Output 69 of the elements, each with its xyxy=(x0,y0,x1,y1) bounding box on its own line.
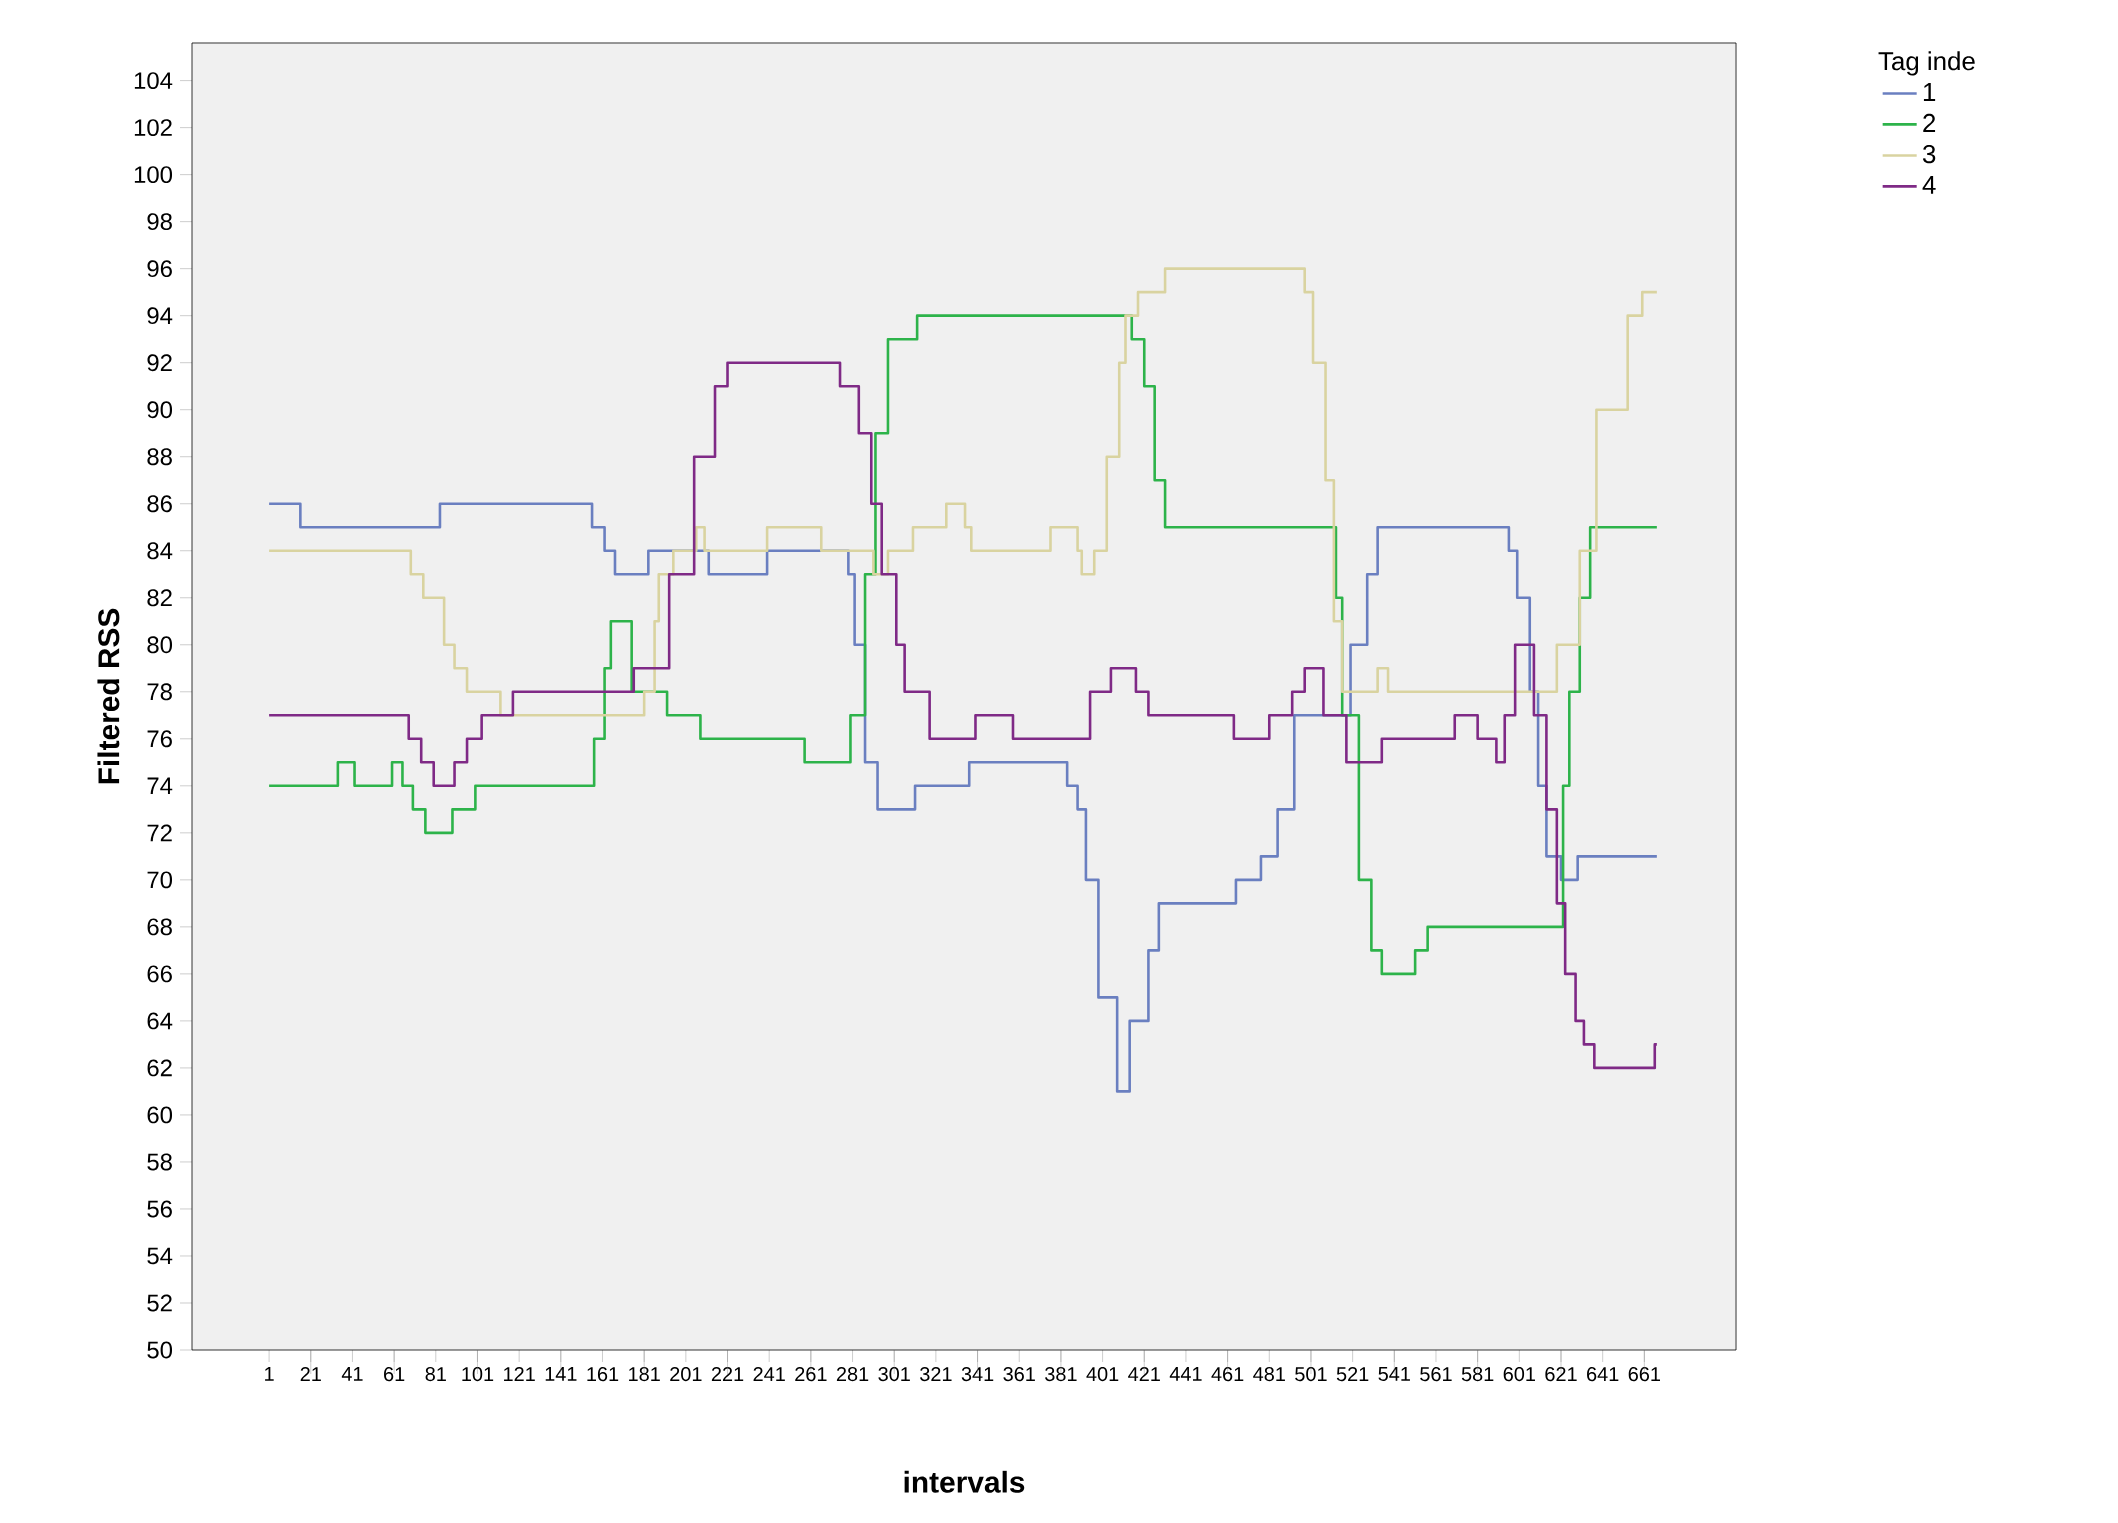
y-tick-label: 86 xyxy=(147,495,172,513)
y-tick-label: 84 xyxy=(147,542,173,560)
y-tick-label: 90 xyxy=(147,401,173,419)
y-tick-label: 62 xyxy=(147,1059,172,1077)
y-tick-label: 102 xyxy=(134,119,172,137)
y-tick-label: 82 xyxy=(147,589,172,607)
x-tick-label: 461 xyxy=(1211,1367,1244,1382)
y-tick-label: 74 xyxy=(147,777,173,795)
x-tick-label: 661 xyxy=(1628,1367,1660,1382)
y-tick-label: 92 xyxy=(147,354,172,372)
x-tick-label: 381 xyxy=(1045,1367,1077,1382)
x-tick-label: 121 xyxy=(504,1367,535,1381)
y-tick-label: 50 xyxy=(147,1341,173,1359)
x-tick-label: 521 xyxy=(1336,1367,1369,1382)
x-tick-label: 261 xyxy=(795,1367,827,1382)
x-tick-label: 241 xyxy=(753,1367,785,1381)
x-tick-label: 201 xyxy=(670,1367,702,1382)
y-tick-label: 66 xyxy=(147,965,172,983)
y-tick-label: 78 xyxy=(147,683,172,701)
y-tick-label: 88 xyxy=(147,448,172,466)
legend-label: 2 xyxy=(1923,113,1936,132)
y-tick-label: 76 xyxy=(147,730,172,748)
y-tick-label: 64 xyxy=(147,1012,173,1030)
y-tick-label: 72 xyxy=(147,824,172,842)
y-tick-label: 104 xyxy=(134,72,173,90)
x-tick-label: 621 xyxy=(1545,1367,1577,1382)
x-axis-title: intervals xyxy=(904,1470,1025,1493)
legend-label: 3 xyxy=(1922,144,1936,164)
y-tick-label: 98 xyxy=(147,213,172,231)
y-axis-title: Filtered RSS xyxy=(97,608,120,784)
x-tick-label: 481 xyxy=(1253,1367,1285,1382)
x-tick-label: 581 xyxy=(1461,1367,1494,1382)
y-tick-label: 52 xyxy=(147,1294,172,1312)
x-tick-label: 101 xyxy=(462,1367,494,1382)
x-tick-label: 401 xyxy=(1086,1367,1119,1382)
y-tick-label: 96 xyxy=(147,260,172,278)
x-tick-label: 1 xyxy=(265,1367,274,1381)
y-tick-label: 56 xyxy=(147,1200,172,1218)
legend-label: 4 xyxy=(1922,175,1936,194)
x-tick-label: 161 xyxy=(587,1367,619,1382)
y-tick-label: 70 xyxy=(147,871,173,889)
x-tick-label: 41 xyxy=(341,1367,363,1381)
y-tick-label: 68 xyxy=(147,918,172,936)
x-tick-label: 81 xyxy=(425,1367,446,1382)
y-tick-label: 60 xyxy=(147,1106,173,1124)
x-tick-label: 541 xyxy=(1378,1367,1410,1381)
x-tick-label: 141 xyxy=(545,1367,577,1381)
legend-label: 1 xyxy=(1923,83,1936,101)
x-tick-label: 341 xyxy=(961,1367,994,1382)
x-tick-label: 21 xyxy=(300,1367,321,1381)
y-tick-label: 58 xyxy=(147,1153,172,1171)
y-tick-label: 80 xyxy=(147,636,173,654)
x-tick-label: 61 xyxy=(384,1367,405,1382)
x-tick-label: 441 xyxy=(1169,1367,1202,1381)
x-tick-label: 321 xyxy=(920,1367,952,1382)
y-tick-label: 54 xyxy=(147,1247,173,1265)
x-tick-label: 281 xyxy=(836,1367,869,1382)
x-tick-label: 221 xyxy=(711,1367,744,1381)
x-tick-label: 301 xyxy=(878,1367,910,1382)
legend-title: Tag inde xyxy=(1878,51,1975,76)
x-tick-label: 421 xyxy=(1128,1367,1160,1381)
x-tick-label: 601 xyxy=(1503,1367,1535,1382)
x-tick-label: 561 xyxy=(1420,1367,1452,1382)
y-tick-label: 94 xyxy=(147,307,173,325)
x-tick-label: 181 xyxy=(629,1367,660,1382)
x-tick-label: 501 xyxy=(1295,1367,1327,1382)
x-tick-label: 361 xyxy=(1003,1367,1035,1382)
x-tick-label: 641 xyxy=(1587,1367,1619,1382)
y-tick-label: 100 xyxy=(134,166,173,184)
